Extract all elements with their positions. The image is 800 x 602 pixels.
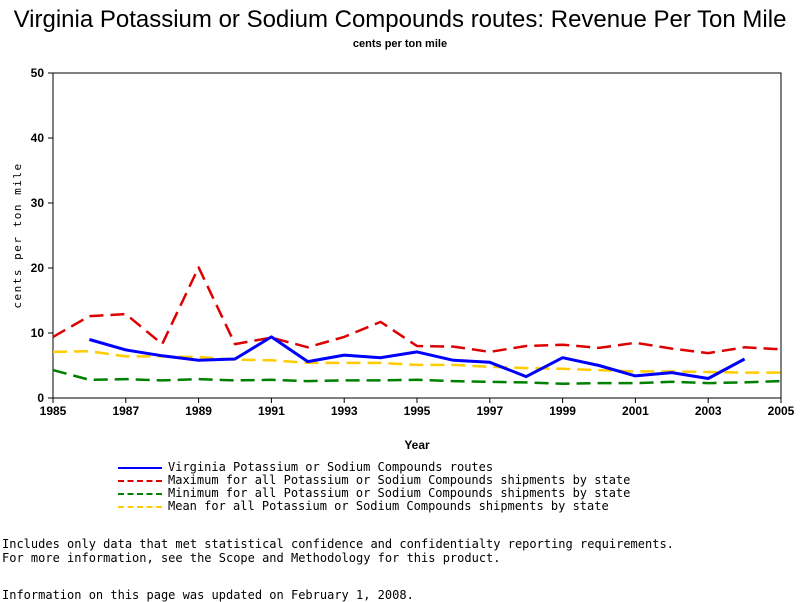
x-tick-label: 1993: [331, 404, 358, 418]
series-line-4: [52, 349, 781, 374]
footnote: Includes only data that met statistical …: [2, 537, 674, 565]
update-notice: Information on this page was updated on …: [2, 588, 414, 602]
legend-swatch: [118, 479, 162, 482]
legend-label: Virginia Potassium or Sodium Compounds r…: [168, 460, 494, 474]
x-axis-ticks: 1985 1987 1989 1991 1993 1995 1997 1999 2001 2003…: [40, 398, 795, 418]
x-tick-label: 2003: [695, 404, 722, 418]
chart-subtitle: cents per ton mile: [352, 38, 448, 50]
x-axis-label: Year: [404, 438, 430, 452]
line-chart: 1985 1987 1989 1991 1993 1995 1997 1999 2001 2003…: [11, 66, 795, 452]
y-tick-label: 10: [31, 326, 45, 340]
legend-label: Minimum for all Potassium or Sodium Comp…: [168, 486, 631, 500]
x-tick-label: 2005: [768, 404, 795, 418]
y-axis-ticks: 0 10 20 30 40 50: [31, 66, 53, 405]
y-tick-label: 0: [37, 391, 44, 405]
chart-title: Virginia Potassium or Sodium Compounds r…: [13, 6, 787, 33]
x-tick-label: 2001: [622, 404, 649, 418]
x-tick-label: 1991: [258, 404, 285, 418]
x-tick-label: 1999: [549, 404, 576, 418]
legend-label: Maximum for all Potassium or Sodium Comp…: [168, 473, 631, 487]
series-layer: [52, 266, 782, 385]
legend-swatch: [118, 466, 162, 469]
legend-swatch: [118, 505, 162, 508]
footnote-line-1: Includes only data that met statistical …: [2, 537, 674, 551]
y-tick-label: 40: [31, 131, 45, 145]
legend-item: Maximum for all Potassium or Sodium Comp…: [118, 474, 630, 487]
y-tick-label: 30: [31, 196, 45, 210]
series-line-2: [52, 266, 782, 355]
x-tick-label: 1997: [476, 404, 503, 418]
y-axis-label: cents per ton mile: [11, 162, 24, 308]
legend-item: Virginia Potassium or Sodium Compounds r…: [118, 461, 630, 474]
x-tick-label: 1989: [185, 404, 212, 418]
footnote-line-2: For more information, see the Scope and …: [2, 551, 501, 565]
chart-legend: Virginia Potassium or Sodium Compounds r…: [118, 461, 630, 513]
y-tick-label: 20: [31, 261, 45, 275]
legend-item: Mean for all Potassium or Sodium Compoun…: [118, 500, 630, 513]
x-tick-label: 1987: [112, 404, 139, 418]
legend-item: Minimum for all Potassium or Sodium Comp…: [118, 487, 630, 500]
legend-label: Mean for all Potassium or Sodium Compoun…: [168, 499, 609, 513]
y-tick-label: 50: [31, 66, 45, 80]
x-tick-label: 1985: [40, 404, 67, 418]
legend-swatch: [118, 492, 162, 495]
series-line-3: [52, 368, 782, 385]
series-line-1: [88, 335, 746, 380]
x-tick-label: 1995: [404, 404, 431, 418]
